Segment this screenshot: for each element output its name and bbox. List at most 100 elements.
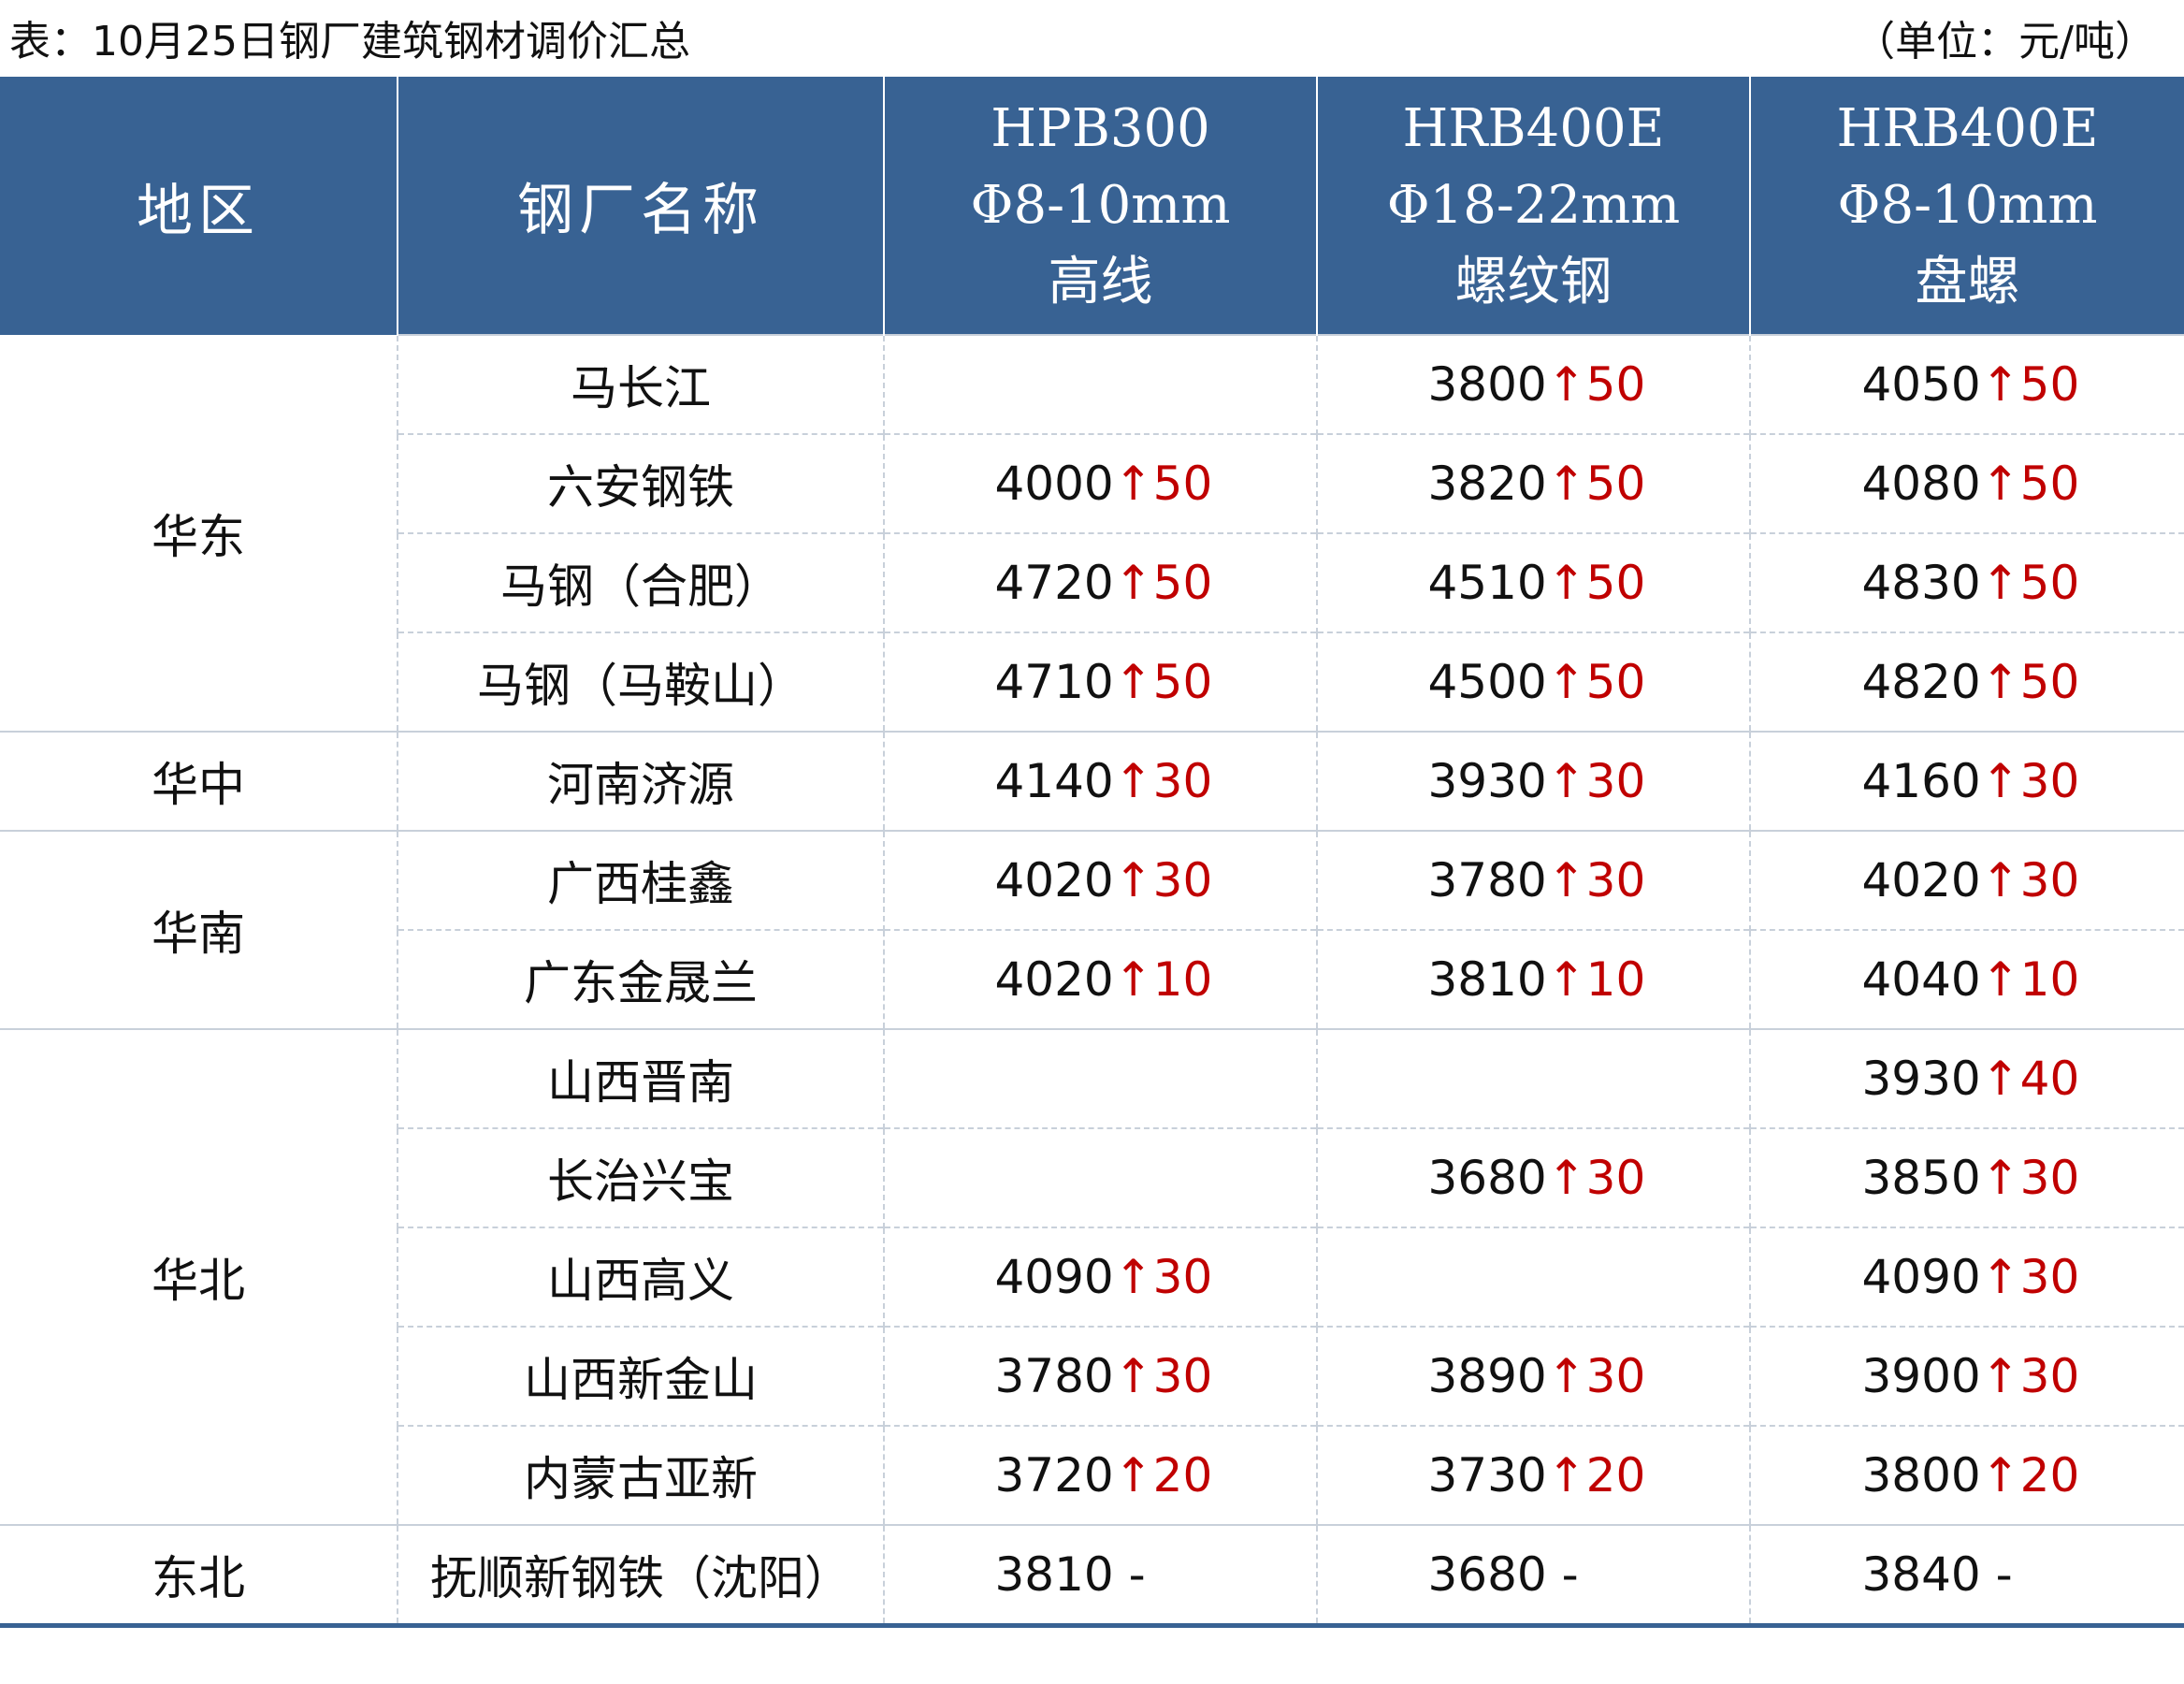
unit-note: （单位：元/吨） xyxy=(1854,18,2156,65)
mill-name-cell: 马钢（马鞍山） xyxy=(397,632,884,732)
price-number: 3840 xyxy=(1861,1547,1981,1602)
mill-name-cell: 山西高义 xyxy=(397,1227,884,1327)
header-type: 盘螺 xyxy=(1915,251,2020,312)
header-type: 高线 xyxy=(1048,251,1153,312)
price-value: 4830↑50 xyxy=(1861,556,2080,610)
up-arrow-icon: ↑ xyxy=(1980,357,2020,412)
price-cell: 4020↑30 xyxy=(883,830,1317,930)
price-cell: 3780↑30 xyxy=(883,1326,1317,1426)
price-cell: 4710↑50 xyxy=(883,632,1317,732)
up-arrow-icon: ↑ xyxy=(1113,754,1153,808)
header-grade: HPB300 xyxy=(991,97,1210,159)
up-arrow-icon: ↑ xyxy=(1980,853,2020,907)
header-hrb400e-coil: HRB400E Φ8-10mm 盘螺 xyxy=(1749,77,2184,335)
region-cell: 华北 xyxy=(0,1028,398,1525)
up-arrow-icon: - xyxy=(1546,1547,1579,1602)
price-cell: 4000↑50 xyxy=(883,433,1317,533)
region-cell: 华南 xyxy=(0,830,398,1029)
price-change: 30 xyxy=(1585,754,1646,808)
table-row: 长治兴宝 3680↑30 3850↑30 xyxy=(0,1127,2184,1227)
mill-name-cell: 马长江 xyxy=(397,334,884,434)
price-change: 10 xyxy=(1585,952,1646,1007)
price-value: 3680 - xyxy=(1428,1547,1640,1602)
up-arrow-icon: ↑ xyxy=(1113,952,1153,1007)
price-number: 3810 xyxy=(1427,952,1547,1007)
up-arrow-icon: ↑ xyxy=(1980,457,2020,511)
up-arrow-icon: ↑ xyxy=(1980,556,2020,610)
price-value: 4020↑30 xyxy=(995,853,1213,907)
region-cell: 华中 xyxy=(0,731,398,831)
price-change: 30 xyxy=(1585,853,1646,907)
up-arrow-icon: ↑ xyxy=(1546,357,1586,412)
price-change: 50 xyxy=(2019,655,2080,709)
price-change: 50 xyxy=(2019,457,2080,511)
price-cell xyxy=(883,334,1317,434)
price-change: 20 xyxy=(2019,1448,2080,1503)
up-arrow-icon: ↑ xyxy=(1546,952,1586,1007)
up-arrow-icon: ↑ xyxy=(1113,655,1153,709)
price-change: 50 xyxy=(1585,556,1646,610)
price-number: 4040 xyxy=(1861,952,1981,1007)
price-value: 3780↑30 xyxy=(1427,853,1646,907)
price-adjustment-table: 地区 钢厂名称 HPB300 Φ8-10mm 高线 HRB400E Φ18-22… xyxy=(0,77,2184,1628)
up-arrow-icon: ↑ xyxy=(1980,1250,2020,1304)
up-arrow-icon: ↑ xyxy=(1113,1349,1153,1403)
price-change: 30 xyxy=(2019,853,2080,907)
up-arrow-icon: ↑ xyxy=(1546,556,1586,610)
price-value: 4820↑50 xyxy=(1862,655,2080,709)
table-row: 山西高义 4090↑30 4090↑30 xyxy=(0,1227,2184,1327)
price-number: 3720 xyxy=(994,1448,1114,1503)
price-cell xyxy=(883,1028,1317,1128)
price-cell: 4160↑30 xyxy=(1749,731,2184,831)
price-cell: 3890↑30 xyxy=(1316,1326,1750,1426)
price-value: 4720↑50 xyxy=(994,556,1213,610)
mill-name-cell: 河南济源 xyxy=(397,731,884,831)
table-row: 马钢（马鞍山） 4710↑50 4500↑50 4820↑50 xyxy=(0,632,2184,732)
price-cell: 3820↑50 xyxy=(1316,433,1750,533)
price-number: 3800 xyxy=(1427,357,1547,412)
price-value: 3720↑20 xyxy=(994,1448,1213,1503)
header-hrb400e-rebar: HRB400E Φ18-22mm 螺纹钢 xyxy=(1316,77,1750,335)
price-cell: 4080↑50 xyxy=(1749,433,2184,533)
price-cell: 3900↑30 xyxy=(1749,1326,2184,1426)
price-value: 3930↑40 xyxy=(1862,1052,2080,1106)
price-change: 20 xyxy=(1585,1448,1646,1503)
header-grade: HRB400E xyxy=(1402,97,1665,159)
price-change: 50 xyxy=(1585,357,1646,412)
mill-name-cell: 广西桂鑫 xyxy=(397,830,884,930)
price-value: 3800↑20 xyxy=(1862,1448,2080,1503)
table-row: 内蒙古亚新 3720↑20 3730↑20 3800↑20 xyxy=(0,1425,2184,1525)
price-change: 30 xyxy=(1152,853,1213,907)
price-cell: 3930↑30 xyxy=(1316,731,1750,831)
price-number: 4720 xyxy=(994,556,1114,610)
price-value: 3850↑30 xyxy=(1862,1151,2080,1205)
price-value: 4710↑50 xyxy=(995,655,1213,709)
price-change: 30 xyxy=(2019,1349,2080,1403)
up-arrow-icon: ↑ xyxy=(1113,556,1153,610)
price-cell: 3800↑20 xyxy=(1749,1425,2184,1525)
region-cell: 华东 xyxy=(152,509,245,564)
price-change: 10 xyxy=(1152,952,1213,1007)
price-change: 30 xyxy=(2019,1151,2080,1205)
price-cell: 3810↑10 xyxy=(1316,929,1750,1029)
price-cell: 3850↑30 xyxy=(1749,1127,2184,1227)
price-value: 4090↑30 xyxy=(1862,1250,2080,1304)
header-hpb300: HPB300 Φ8-10mm 高线 xyxy=(883,77,1317,335)
header-spec: Φ18-22mm xyxy=(1386,174,1681,236)
price-cell xyxy=(1316,1227,1750,1327)
price-cell: 3840 - xyxy=(1749,1524,2184,1628)
price-number: 4830 xyxy=(1861,556,1981,610)
price-value: 4080↑50 xyxy=(1862,457,2080,511)
price-value: 3800↑50 xyxy=(1427,357,1646,412)
table-row: 华北 山西晋南 3930↑40 xyxy=(0,1028,2184,1525)
price-number: 3780 xyxy=(1427,853,1547,907)
price-cell: 3780↑30 xyxy=(1316,830,1750,930)
price-number: 3900 xyxy=(1861,1349,1981,1403)
price-value: 4510↑50 xyxy=(1428,556,1646,610)
price-value: 4090↑30 xyxy=(995,1250,1213,1304)
up-arrow-icon: ↑ xyxy=(1113,1448,1153,1503)
price-change: 50 xyxy=(1152,457,1213,511)
price-number: 4050 xyxy=(1861,357,1981,412)
up-arrow-icon: ↑ xyxy=(1980,1448,2020,1503)
price-change: 30 xyxy=(1585,1151,1646,1205)
